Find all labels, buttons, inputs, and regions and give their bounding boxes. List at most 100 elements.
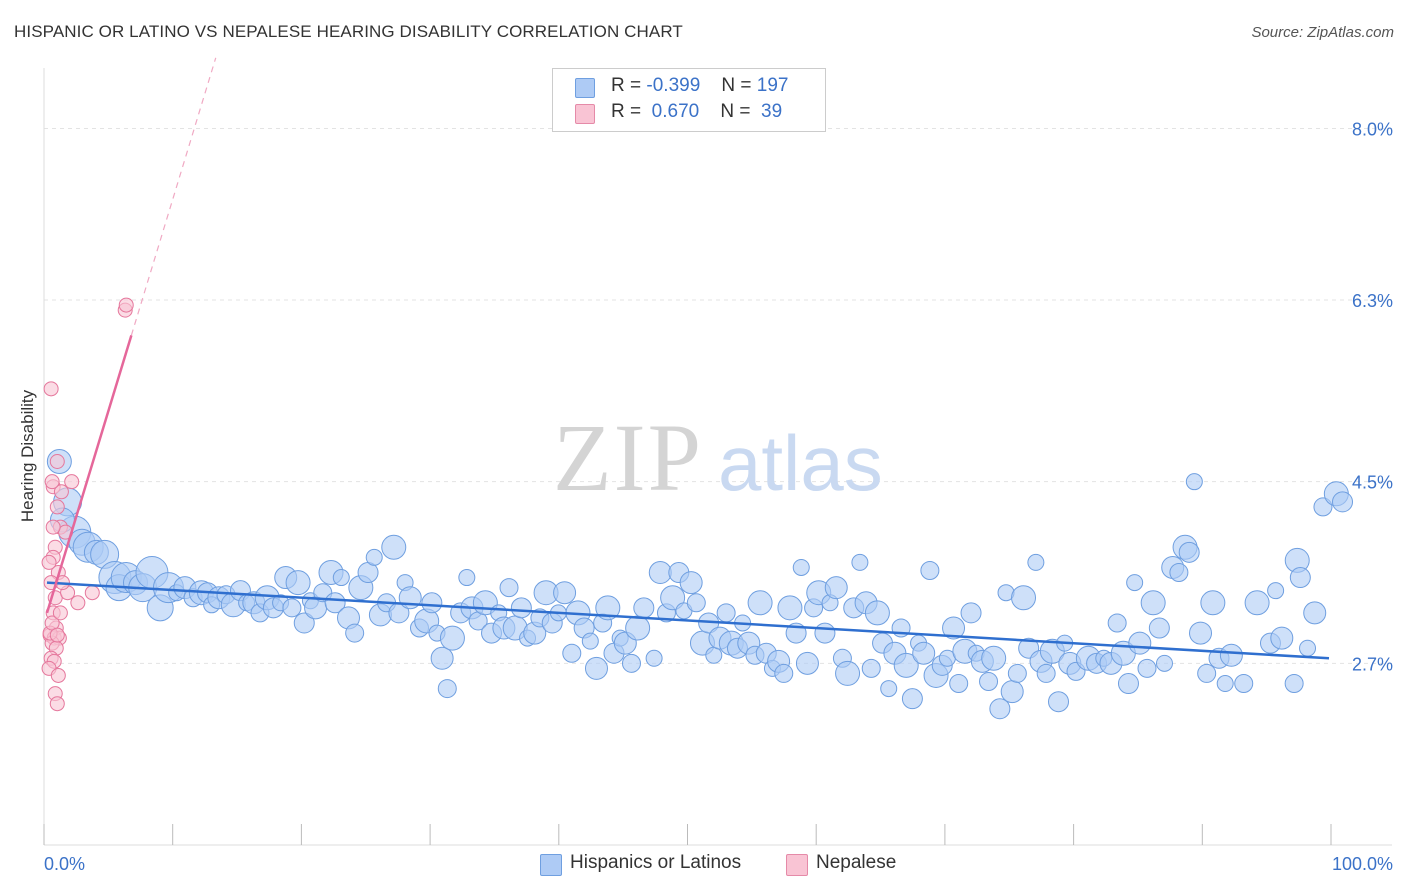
hispanics-point [1137,658,1157,678]
legend-r-value: 0.670 [646,101,700,122]
hispanics-point [901,688,923,710]
hispanics-point [851,553,869,571]
hispanics-point [716,603,736,623]
hispanics-point [1284,674,1304,694]
hispanics-point [1289,567,1311,589]
legend-n-label: N = [721,75,752,96]
legend-n-label: N = [720,101,751,122]
legend-swatch-nepalese [575,104,595,124]
hispanics-point [1216,675,1234,693]
hispanics-point [285,570,311,596]
series-nepalese-points [41,297,134,712]
legend-text-nepalese: R = 0.670 N = 39 [611,101,782,123]
hispanics-point [1148,617,1170,639]
bottom-legend-label-nepalese: Nepalese [816,852,897,873]
hispanics-point [439,625,465,651]
legend-swatch-hispanics [575,78,595,98]
hispanics-point [1197,663,1217,683]
nepalese-point [49,454,65,469]
hispanics-point [293,612,315,634]
x-tick-marks [43,824,1332,845]
hispanics-point [835,660,861,686]
nepalese-point [49,627,65,643]
hispanics-point [621,653,641,673]
hispanics-point [989,698,1011,720]
hispanics-point [1107,613,1127,633]
hispanics-point [1007,663,1027,683]
legend-r-label: R = [611,75,642,96]
hispanics-point [814,622,836,644]
bottom-legend-swatch-hispanics [540,854,562,876]
hispanics-point [960,602,982,624]
zipatlas-watermark: ZIP atlas [553,404,883,511]
hispanics-point [645,649,663,667]
hispanics-point [1169,563,1189,583]
hispanics-point [1048,691,1070,713]
correlation-legend: R = -0.399 N = 197 R = 0.670 N = 39 [552,68,826,132]
hispanics-point [774,663,794,683]
nepalese-point [49,696,65,712]
nepalese-point [44,474,60,490]
hispanics-point [458,569,476,587]
hispanics-point [1219,643,1243,667]
hispanics-point [920,560,940,580]
chart-title: HISPANIC OR LATINO VS NEPALESE HEARING D… [14,22,683,41]
hispanics-point [1011,585,1037,611]
hispanics-point [1036,663,1056,683]
hispanics-point [510,597,532,619]
hispanics-point [1234,674,1254,694]
hispanics-point [981,645,1007,671]
hispanics-point [584,656,608,680]
hispanics-point [1244,590,1270,616]
nepalese-point [70,595,86,611]
legend-n-value: 197 [756,75,789,96]
hispanics-point [824,576,848,600]
hispanics-point [1270,626,1294,650]
hispanics-point [777,595,803,621]
hispanics-point [282,598,302,618]
nepalese-point [52,605,68,621]
hispanics-point [437,679,457,699]
x-tick-label: 100.0% [1332,854,1393,874]
hispanics-point [553,581,577,605]
nepalese-point [45,519,61,535]
hispanics-point [1000,680,1024,704]
nepalese-point [53,484,69,500]
bottom-legend-label-hispanics: Hispanics or Latinos [570,852,742,873]
hispanics-point [660,585,686,611]
hispanics-point [324,592,346,614]
y-tick-labels: 2.7% 4.5% 6.3% 8.0% [1352,119,1393,674]
hispanics-point [1140,590,1166,616]
hispanics-point [1178,541,1200,563]
hispanics-point [861,658,881,678]
hispanics-point [1126,574,1144,592]
nepalese-point [41,554,57,570]
hispanics-point [421,592,443,614]
hispanics-point [581,632,599,650]
legend-text-hispanics: R = -0.399 N = 197 [611,75,788,97]
nepalese-trend-line [45,334,133,614]
nepalese-point [118,297,134,313]
y-tick-label: 8.0% [1352,119,1393,139]
nepalese-point [64,474,80,490]
hispanics-point [792,558,810,576]
hispanics-trend-line [46,581,1330,660]
legend-r-value: -0.399 [646,75,701,96]
hispanics-point [1027,553,1045,571]
nepalese-point [50,667,66,683]
hispanics-point [979,672,999,692]
hispanics-point [332,569,350,587]
hispanics-point [949,674,969,694]
x-tick-label: 0.0% [44,854,85,874]
nepalese-trend-extension [130,57,217,336]
legend-r-label: R = [611,101,642,122]
trend-lines [45,57,1330,660]
y-tick-label: 2.7% [1352,654,1393,674]
nepalese-point [43,381,59,397]
hispanics-point [365,548,383,566]
hispanics-point [864,600,890,626]
hispanics-point [562,643,582,663]
hispanics-point [880,680,898,698]
y-tick-label: 6.3% [1352,291,1393,311]
hispanics-point [381,534,407,560]
